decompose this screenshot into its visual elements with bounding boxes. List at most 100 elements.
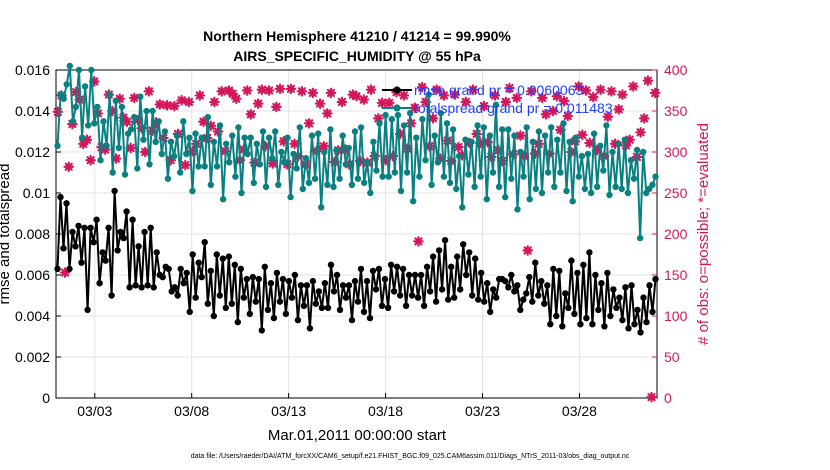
data-point (290, 150, 297, 158)
right-y-tick-label: 350 (664, 103, 688, 119)
data-point (339, 132, 346, 139)
obs-count-marker (154, 99, 166, 110)
data-point (152, 138, 159, 145)
obs-count-marker (194, 90, 206, 101)
data-point (577, 321, 584, 328)
right-y-tick-label: 150 (664, 267, 688, 283)
obs-count-marker (278, 136, 289, 147)
data-point (312, 300, 320, 307)
obs-count-marker (169, 100, 180, 112)
data-point (636, 234, 644, 242)
obs-count-marker (376, 97, 388, 109)
obs-count-marker (416, 81, 428, 93)
data-point (234, 318, 241, 326)
data-point (462, 136, 469, 143)
data-point (385, 173, 392, 180)
data-point (296, 124, 303, 131)
obs-count-marker (252, 98, 264, 109)
data-point (189, 251, 196, 258)
data-point (121, 171, 129, 178)
obs-count-marker (504, 82, 515, 94)
data-point (103, 142, 110, 149)
obs-count-marker (129, 92, 140, 104)
x-tick-label: 03/23 (465, 403, 500, 419)
data-point (198, 134, 205, 141)
left-y-tick-label: 0.01 (23, 185, 50, 201)
obs-count-marker (183, 96, 195, 108)
data-point (598, 280, 605, 287)
data-point (578, 152, 586, 160)
obs-count-marker (613, 104, 625, 115)
data-point (246, 310, 253, 318)
x-axis: 03/03 03/08 03/13 03/18 03/23 03/28 (77, 393, 597, 419)
data-point (173, 132, 181, 139)
data-point (502, 193, 509, 201)
obs-count-marker (180, 159, 191, 171)
data-point (134, 165, 141, 172)
data-point (282, 310, 290, 318)
data-point (321, 148, 328, 156)
data-point (57, 193, 64, 201)
x-tick-label: 03/28 (562, 403, 597, 419)
obs-count-marker (649, 87, 661, 99)
data-point (472, 255, 479, 262)
left-y-tick-label: 0.002 (15, 349, 50, 365)
left-y-tick-label: 0.006 (15, 267, 50, 283)
data-point (183, 269, 190, 277)
data-point (477, 173, 484, 180)
obs-count-marker (453, 141, 464, 153)
obs-count-marker (285, 83, 297, 95)
data-point (557, 169, 564, 176)
obs-count-marker (318, 140, 330, 152)
data-point (483, 196, 490, 203)
data-point (532, 185, 540, 193)
data-point (244, 150, 251, 158)
data-point (250, 179, 257, 186)
obs-count-marker (139, 146, 151, 158)
data-point (460, 241, 467, 248)
data-point (443, 120, 451, 127)
obs-count-marker (209, 96, 220, 108)
data-point (348, 181, 356, 188)
obs-count-marker (114, 93, 126, 104)
data-point (308, 132, 316, 139)
data-point (366, 314, 374, 322)
obs-count-marker (587, 91, 599, 103)
data-point (603, 122, 610, 129)
data-point (192, 130, 199, 137)
data-point (183, 150, 190, 158)
data-point (414, 294, 422, 301)
data-point (448, 263, 455, 270)
obs-count-marker (467, 84, 479, 95)
data-point (640, 294, 647, 301)
data-point (646, 282, 653, 289)
data-point (610, 286, 617, 293)
data-point (426, 288, 434, 295)
data-point (508, 175, 515, 182)
data-point (293, 165, 300, 172)
obs-count-marker (460, 96, 472, 108)
data-point (129, 216, 136, 223)
obs-count-marker (81, 134, 93, 145)
data-point (351, 128, 359, 135)
data-point (159, 273, 166, 281)
obs-count-marker (577, 129, 588, 141)
obs-count-marker (303, 118, 315, 129)
data-point (99, 249, 106, 256)
data-point (300, 302, 308, 309)
obs-count-marker (431, 84, 442, 95)
data-point (60, 95, 67, 102)
data-point (165, 265, 172, 273)
data-point (126, 284, 133, 291)
data-point (459, 204, 466, 211)
data-point (466, 249, 473, 256)
data-point (137, 93, 144, 100)
data-point (97, 157, 104, 164)
data-point (495, 183, 503, 190)
data-point (548, 124, 555, 131)
obs-count-marker (646, 391, 657, 403)
data-point (216, 122, 224, 129)
obs-count-marker (591, 145, 603, 156)
data-point (397, 187, 405, 195)
data-point (553, 312, 560, 320)
